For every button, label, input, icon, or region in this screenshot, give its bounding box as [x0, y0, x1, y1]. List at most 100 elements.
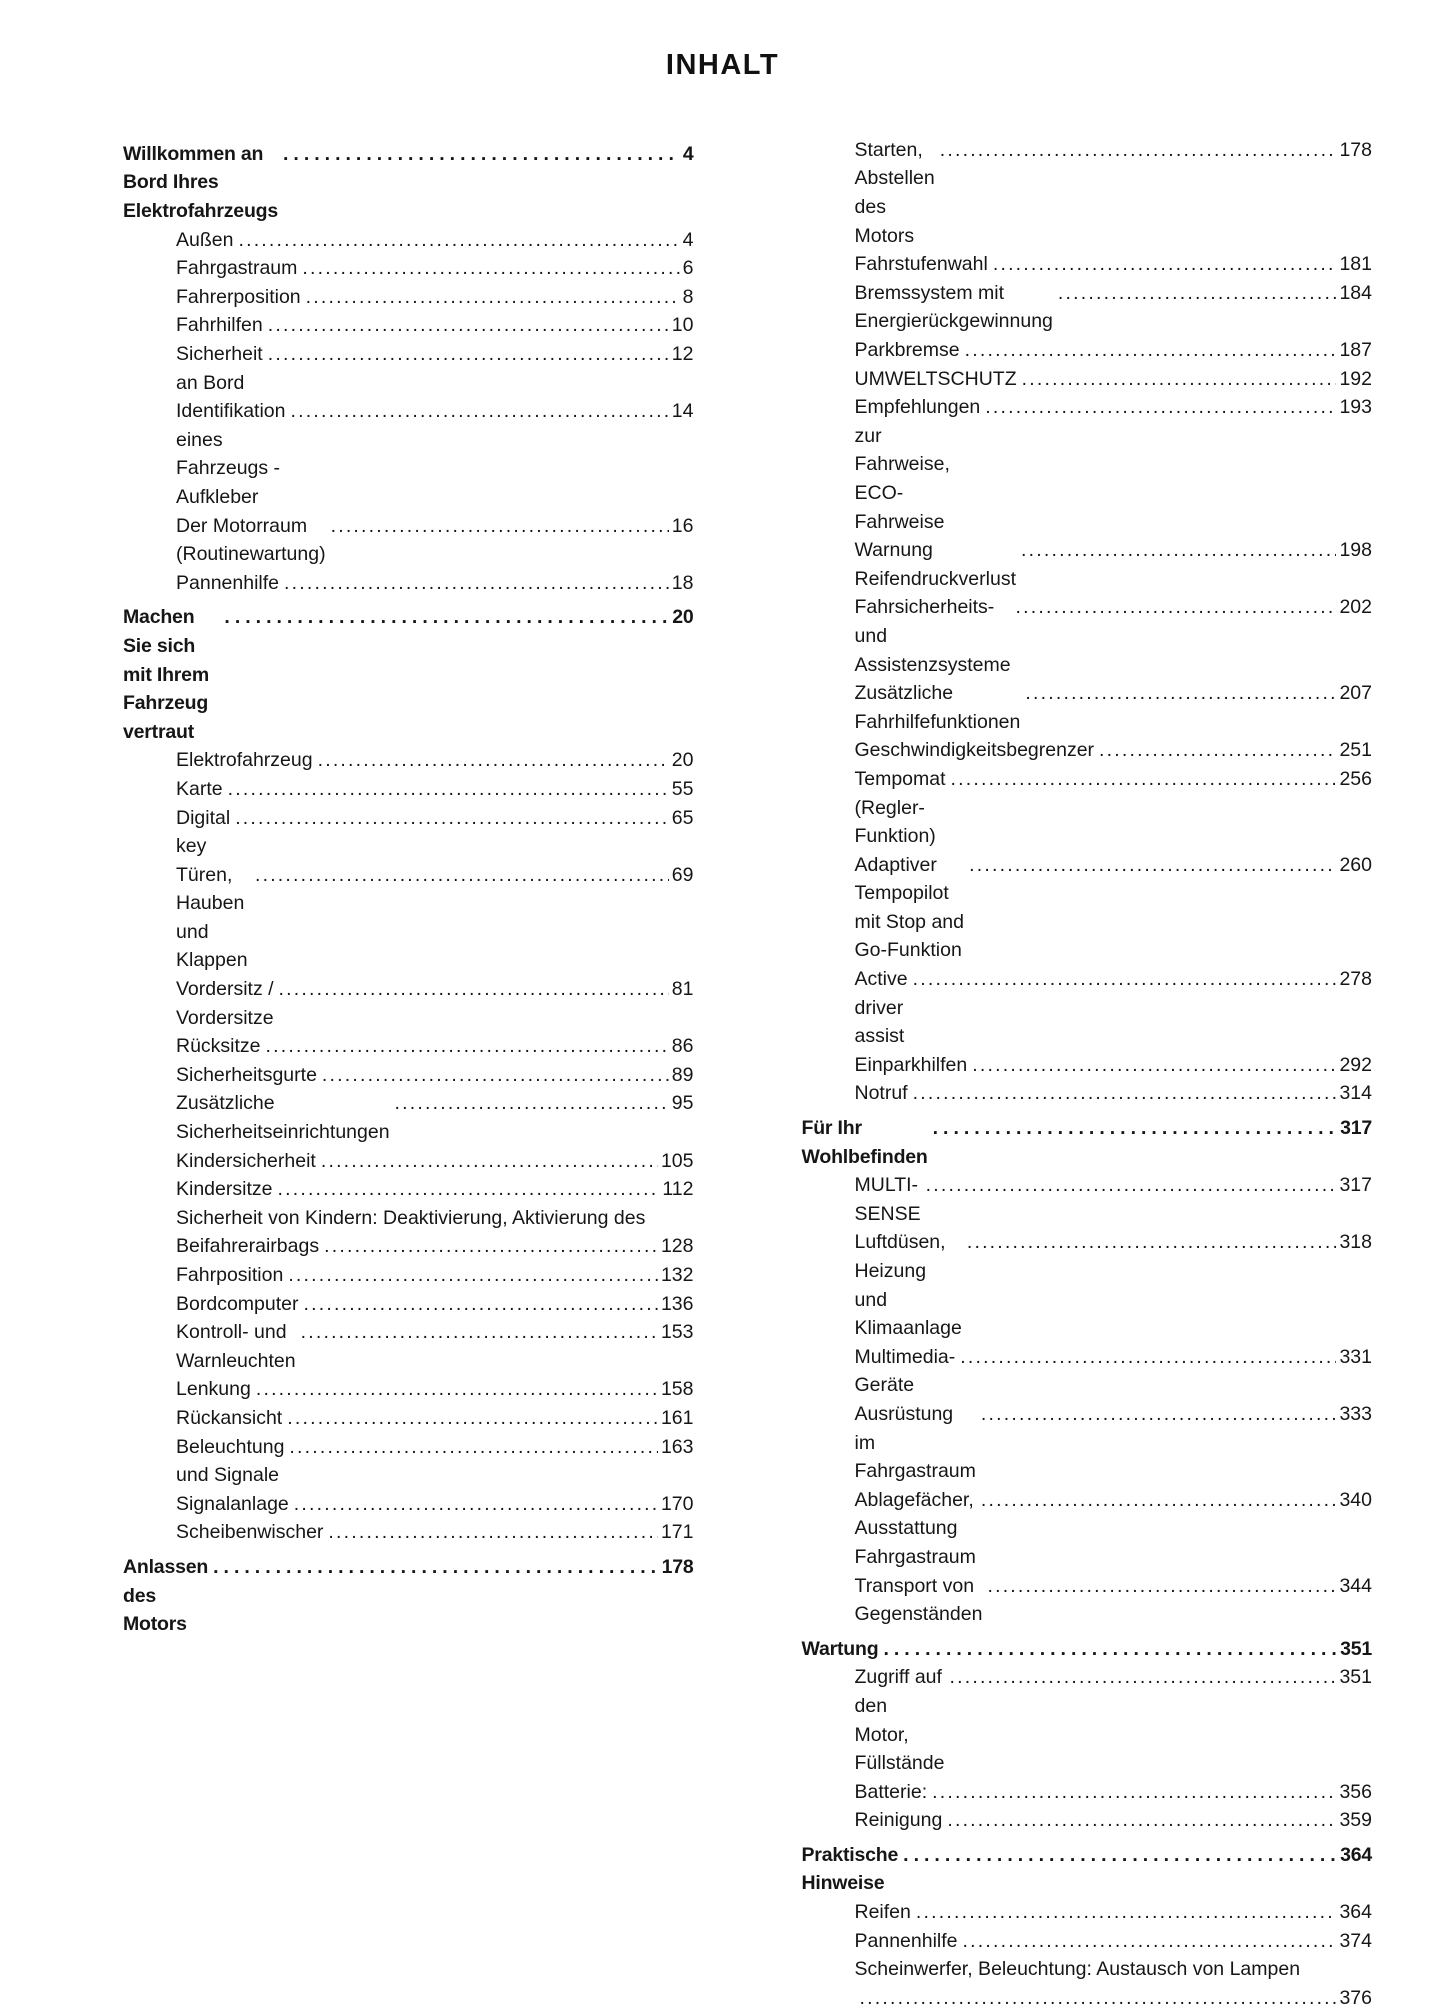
toc-sub-entry[interactable]: Außen 4 [123, 226, 694, 255]
toc-sub-entry[interactable]: Notruf 314 [802, 1079, 1373, 1108]
entry-label: Reifen [854, 1901, 911, 1924]
toc-sub-entry[interactable]: Tempomat (Regler-Funktion) 256 [802, 765, 1373, 851]
toc-sub-entry[interactable]: Pannenhilfe 374 [802, 1927, 1373, 1956]
toc-sub-entry[interactable]: Rückansicht 161 [123, 1404, 694, 1433]
toc-sub-entry[interactable]: Beleuchtung und Signale 163 [123, 1433, 694, 1490]
dot-leader [322, 1061, 669, 1090]
toc-sub-entry[interactable]: Reifen 364 [802, 1898, 1373, 1927]
dot-leader [288, 1261, 658, 1290]
dot-leader [1025, 679, 1336, 708]
page-number: 351 [1340, 1637, 1372, 1660]
toc-sub-entry[interactable]: Scheinwerfer, Beleuchtung: Austausch von… [802, 1955, 1373, 2012]
entry-label: Transport von Gegenständen [854, 1574, 983, 1626]
page-number: 351 [1339, 1666, 1372, 1689]
dot-leader [321, 1147, 658, 1176]
toc-sub-entry[interactable]: Türen, Hauben und Klappen 69 [123, 861, 694, 975]
toc-sub-entry[interactable]: Karte 55 [123, 775, 694, 804]
toc-section-entry[interactable]: Praktische Hinweise 364 [802, 1841, 1373, 1898]
dot-leader [1022, 365, 1337, 394]
toc-sub-entry[interactable]: Sicherheit an Bord 12 [123, 340, 694, 397]
toc-sub-entry[interactable]: Batterie: 356 [802, 1778, 1373, 1807]
toc-sub-entry[interactable]: Zusätzliche Sicherheitseinrichtungen 95 [123, 1089, 694, 1146]
page-number: 178 [1339, 138, 1372, 161]
toc-sub-entry[interactable]: Zusätzliche Fahrhilfefunktionen 207 [802, 679, 1373, 736]
dot-leader [916, 1898, 1337, 1927]
toc-sub-entry[interactable]: Der Motorraum (Routinewartung) 16 [123, 512, 694, 569]
toc-sub-entry[interactable]: Elektrofahrzeug 20 [123, 746, 694, 775]
toc-sub-entry[interactable]: Pannenhilfe 18 [123, 569, 694, 598]
toc-sub-entry[interactable]: Bordcomputer 136 [123, 1290, 694, 1319]
entry-label: Wartung [801, 1637, 879, 1660]
toc-sub-entry[interactable]: Active driver assist 278 [802, 965, 1373, 1051]
page-number: 105 [660, 1149, 694, 1172]
dot-leader [395, 1089, 669, 1118]
toc-sub-entry[interactable]: UMWELTSCHUTZ 192 [802, 365, 1373, 394]
toc-sub-entry[interactable]: Transport von Gegenständen 344 [802, 1572, 1373, 1629]
page-number: 193 [1339, 396, 1372, 419]
toc-sub-entry[interactable]: Luftdüsen, Heizung und Klimaanlage 318 [802, 1228, 1373, 1342]
toc-section-entry[interactable]: Willkommen an Bord Ihres Elektrofahrzeug… [123, 140, 694, 226]
page-number: 6 [682, 257, 694, 280]
entry-label: Bordcomputer [176, 1292, 299, 1315]
toc-sub-entry[interactable]: Fahrposition 132 [123, 1261, 694, 1290]
toc-sub-entry[interactable]: Geschwindigkeitsbegrenzer 251 [802, 736, 1373, 765]
page-number: 112 [662, 1178, 694, 1201]
toc-sub-entry[interactable]: Kindersitze 112 [123, 1175, 694, 1204]
entry-label: Kindersicherheit [176, 1149, 316, 1172]
toc-sub-entry[interactable]: Starten, Abstellen des Motors 178 [802, 136, 1373, 250]
toc-sub-entry[interactable]: Empfehlungen zur Fahrweise, ECO-Fahrweis… [802, 393, 1373, 536]
toc-sub-entry[interactable]: Kontroll- und Warnleuchten 153 [123, 1318, 694, 1375]
toc-section-entry[interactable]: Wartung 351 [802, 1635, 1373, 1664]
toc-sub-entry[interactable]: Digital key 65 [123, 804, 694, 861]
toc-sub-entry[interactable]: Sicherheit von Kindern: Deaktivierung, A… [123, 1204, 694, 1261]
dot-leader [960, 1343, 1336, 1372]
toc-sub-entry[interactable]: Kindersicherheit 105 [123, 1147, 694, 1176]
dot-leader [289, 1433, 658, 1462]
toc-sub-entry[interactable]: Multimedia-Geräte 331 [802, 1343, 1373, 1400]
toc-sub-entry[interactable]: Fahrstufenwahl 181 [802, 250, 1373, 279]
page-number: 153 [660, 1321, 694, 1344]
toc-sub-entry[interactable]: Ablagefächer, Ausstattung Fahrgastraum 34… [802, 1486, 1373, 1572]
toc-sub-entry[interactable]: Ausrüstung im Fahrgastraum 333 [802, 1400, 1373, 1486]
toc-sub-entry[interactable]: Fahrgastraum 6 [123, 254, 694, 283]
page-number: 192 [1339, 367, 1372, 390]
toc-sub-entry[interactable]: Fahrsicherheits- und Assistenzsysteme 202 [802, 593, 1373, 679]
entry-label: Signalanlage [176, 1492, 289, 1515]
toc-sub-entry[interactable]: Fahrhilfen 10 [123, 311, 694, 340]
toc-sub-entry[interactable]: Adaptiver Tempopilot mit Stop and Go-Fun… [802, 851, 1373, 965]
entry-label: Pannenhilfe [176, 571, 280, 594]
toc-sub-entry[interactable]: Warnung Reifendruckverlust 198 [802, 536, 1373, 593]
entry-label-continuation: Beifahrerairbags [176, 1235, 320, 1258]
toc-sub-entry[interactable]: Scheibenwischer 171 [123, 1518, 694, 1547]
toc-sub-entry[interactable]: Einparkhilfen 292 [802, 1051, 1373, 1080]
toc-columns: Willkommen an Bord Ihres Elektrofahrzeug… [0, 102, 1445, 2012]
entry-label: Scheibenwischer [176, 1521, 324, 1544]
toc-section-entry[interactable]: Machen Sie sich mit Ihrem Fahrzeug vertr… [123, 603, 694, 746]
toc-sub-entry[interactable]: Zugriff auf den Motor, Füllstände 351 [802, 1663, 1373, 1777]
toc-sub-entry[interactable]: Vordersitz / Vordersitze 81 [123, 975, 694, 1032]
toc-sub-entry[interactable]: Bremssystem mit Energierückgewinnung 184 [802, 279, 1373, 336]
page-number: 344 [1339, 1574, 1372, 1597]
toc-sub-entry[interactable]: Lenkung 158 [123, 1375, 694, 1404]
page-number: 356 [1339, 1780, 1372, 1803]
dot-leader [967, 1228, 1337, 1257]
toc-sub-entry[interactable]: Identifikation eines Fahrzeugs - Aufkleb… [123, 397, 694, 511]
entry-label: Digital key [176, 806, 236, 858]
page-number: 260 [1339, 853, 1372, 876]
entry-label: Fahrerposition [176, 285, 301, 308]
dot-leader [303, 1290, 657, 1319]
toc-section-entry[interactable]: Anlassen des Motors 178 [123, 1553, 694, 1639]
toc-sub-entry[interactable]: Sicherheitsgurte 89 [123, 1061, 694, 1090]
dot-leader [328, 1518, 658, 1547]
entry-label: MULTI-SENSE [854, 1174, 921, 1225]
toc-sub-entry[interactable]: Rücksitze 86 [123, 1032, 694, 1061]
page-number: 4 [682, 142, 694, 165]
toc-sub-entry[interactable]: Parkbremse 187 [802, 336, 1373, 365]
dot-leader [318, 746, 669, 775]
toc-sub-entry[interactable]: Signalanlage 170 [123, 1490, 694, 1519]
toc-sub-entry[interactable]: Reinigung 359 [802, 1806, 1373, 1835]
toc-sub-entry[interactable]: MULTI-SENSE 317 [802, 1171, 1373, 1228]
toc-section-entry[interactable]: Für Ihr Wohlbefinden 317 [802, 1114, 1373, 1171]
toc-sub-entry[interactable]: Fahrerposition 8 [123, 283, 694, 312]
page-number: 318 [1339, 1231, 1372, 1254]
